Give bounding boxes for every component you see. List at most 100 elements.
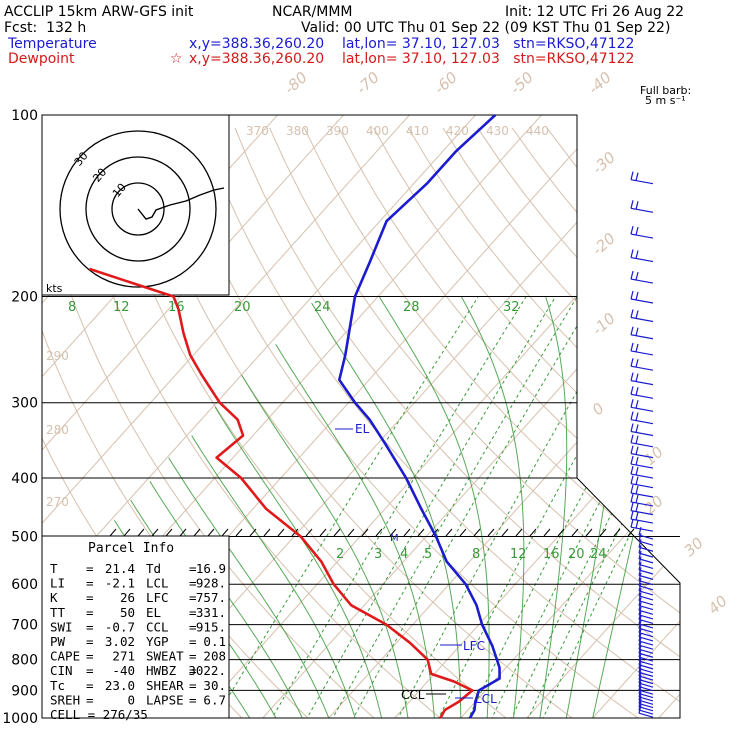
index-equals: = [189, 692, 197, 707]
index-equals: = [189, 590, 197, 605]
dry-adiabat [511, 127, 680, 718]
wind-barb [638, 623, 654, 629]
level-tick [459, 528, 467, 537]
mixing-ratio-label: 20 [568, 547, 585, 562]
wind-barb-flag [638, 632, 642, 642]
dry-adiabat [615, 127, 680, 718]
wind-barb [638, 693, 654, 699]
theta-label: 440 [526, 124, 549, 138]
level-tick [613, 528, 621, 537]
wind-barb-flag [630, 358, 634, 367]
index-name: K [50, 590, 58, 605]
barb-key-unit: 5 m s⁻¹ [645, 94, 686, 107]
index-equals: = [86, 561, 94, 576]
wind-barb-flag [630, 465, 634, 475]
index-value: 271 [112, 649, 135, 664]
wind-barb-flag [635, 494, 639, 504]
mixing-ratio-line [391, 296, 633, 718]
wind-barb-flag [630, 484, 634, 494]
wind-barb-flag [630, 342, 634, 352]
lcl-label: LCL [475, 692, 497, 706]
wind-barb-flag [635, 466, 639, 476]
mixing-ratio-label: 12 [113, 300, 130, 315]
moist-adiabat [378, 296, 490, 718]
wind-barb [630, 256, 654, 263]
wind-barb [630, 419, 654, 425]
index-value: 50 [120, 605, 135, 620]
index-value: 26 [120, 590, 135, 605]
wind-barb-flag [630, 309, 634, 318]
mixing-ratio-label: 20 [234, 300, 251, 315]
index-equals: = [189, 561, 197, 576]
wind-barb [638, 546, 654, 552]
index-name: T [50, 561, 58, 576]
wind-barb [630, 316, 654, 323]
isotherm-label: -80 [281, 68, 311, 98]
wind-barb-flag [635, 226, 639, 236]
wind-barb [638, 605, 654, 611]
theta-label: 410 [406, 124, 429, 138]
wind-barb [630, 463, 654, 469]
pressure-tick-label: 500 [11, 529, 38, 545]
index-value: 6.7 [203, 692, 226, 707]
init-time: Init: 12 UTC Fri 26 Aug 22 [505, 4, 684, 20]
level-tick [221, 528, 229, 537]
wind-barb [638, 595, 654, 601]
isotherm-label: -40 [585, 68, 615, 98]
org-label: NCAR/MMM [272, 4, 353, 20]
level-tick [529, 528, 537, 537]
mixing-ratio-label: 28 [403, 300, 420, 315]
index-value: 23.0 [105, 678, 135, 693]
wind-barb-flag [638, 664, 642, 673]
temperature-profile [338, 114, 501, 719]
index-equals: = [86, 576, 94, 591]
wind-barb-flag [630, 249, 634, 258]
dry-adiabat [165, 127, 657, 718]
index-equals: = [86, 605, 94, 620]
index-name: LCL [146, 576, 169, 591]
m-label: M [390, 533, 399, 544]
wind-barb-flag [635, 435, 639, 444]
index-name: CAPE [50, 649, 80, 664]
wind-barb [630, 207, 654, 213]
moist-adiabat [241, 374, 409, 718]
pressure-tick-label: 1000 [2, 711, 38, 727]
wind-barb [638, 580, 654, 586]
wind-barb [630, 179, 654, 185]
index-name: LFC [146, 590, 169, 605]
pressure-tick-label: 400 [11, 471, 38, 487]
mixing-ratio-label: 12 [510, 547, 527, 562]
wind-barb [638, 558, 654, 564]
level-tick [165, 528, 173, 537]
wind-barb-flag [638, 606, 642, 616]
mixing-ratio-line [485, 296, 680, 718]
wind-barb-flag [635, 424, 639, 433]
wind-barb-flag [638, 611, 642, 620]
level-tick [445, 528, 453, 537]
wind-barb-flag [635, 359, 639, 368]
level-tick [389, 528, 397, 537]
wind-barb [638, 585, 654, 591]
wind-barb-flag [638, 641, 642, 650]
dry-adiabat [477, 127, 680, 718]
pressure-tick-label: 600 [11, 577, 38, 593]
hodograph-ring-10 [111, 182, 165, 236]
moist-adiabat [565, 296, 621, 718]
wind-barb-flag [638, 544, 642, 554]
index-equals: = [86, 590, 94, 605]
wind-barb-flag [638, 526, 642, 536]
wind-barb [630, 233, 654, 239]
wind-barb [630, 298, 654, 304]
el-label: EL [355, 422, 370, 436]
pressure-tick-label: 200 [11, 290, 38, 306]
moist-adiabat [214, 406, 383, 718]
hodograph-ring-20 [85, 156, 191, 262]
isotherm-label: -20 [589, 229, 619, 259]
pressure-tick-label: 100 [11, 108, 38, 124]
index-equals: = [189, 678, 197, 693]
wind-barb [638, 609, 654, 615]
level-tick [235, 528, 243, 537]
wind-barb-flag [630, 423, 634, 432]
wind-barb-flag [638, 660, 642, 669]
wind-barb-flag [638, 645, 642, 654]
